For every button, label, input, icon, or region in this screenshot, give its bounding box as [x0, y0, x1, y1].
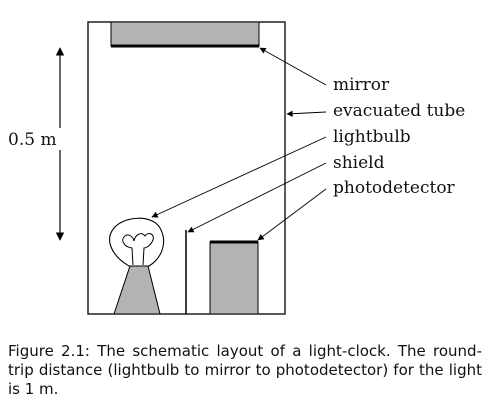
- light-clock-diagram: 0.5 m mirror evacuated tube lightbulb sh…: [8, 21, 465, 315]
- lightbulb-filament: [122, 232, 154, 266]
- lightbulb-label: lightbulb: [333, 127, 411, 147]
- shield-leader: [187, 162, 327, 233]
- lightbulb-leader: [151, 136, 327, 218]
- shield-label: shield: [333, 153, 385, 173]
- scale-label: 0.5 m: [8, 130, 57, 150]
- scale-label-bg: [50, 128, 70, 150]
- lightbulb-base: [113, 265, 161, 315]
- photodetector-body: [209, 241, 259, 315]
- mirror-leader: [259, 47, 327, 86]
- evacuated-tube-leader: [286, 110, 327, 117]
- photodetector-leader: [257, 188, 327, 241]
- evacuated-tube-label: evacuated tube: [333, 101, 465, 121]
- mirror-label: mirror: [333, 75, 390, 95]
- mirror-body: [110, 21, 260, 47]
- figure-caption: Figure 2.1: The schematic layout of a li…: [8, 342, 482, 398]
- lightbulb: [109, 217, 165, 315]
- photodetector-label: photodetector: [333, 178, 456, 198]
- lightbulb-glass: [109, 217, 165, 267]
